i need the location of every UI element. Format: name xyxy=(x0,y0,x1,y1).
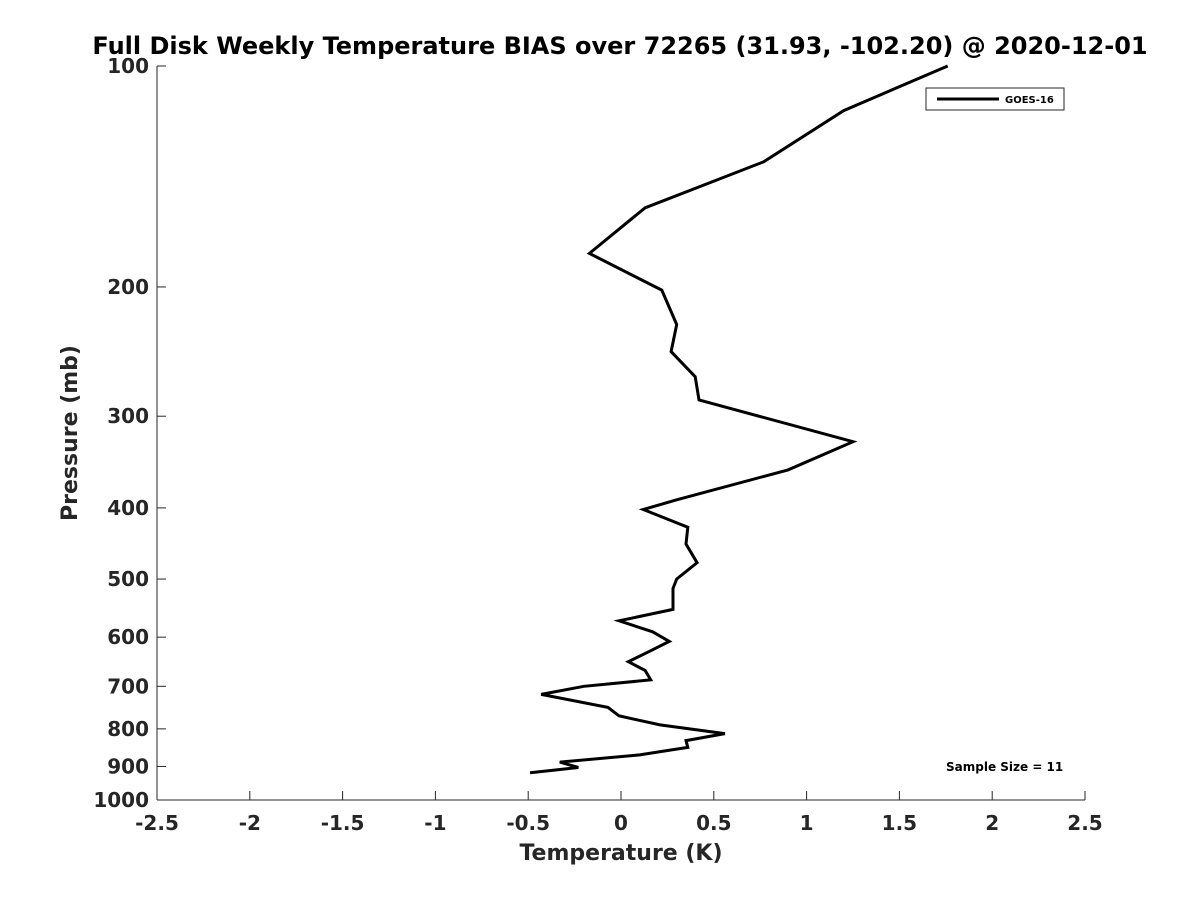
x-tick-label: -2.5 xyxy=(135,811,179,835)
y-tick-label: 500 xyxy=(107,567,149,591)
y-tick-label: 1000 xyxy=(93,788,149,812)
legend: GOES-16 xyxy=(925,87,1065,111)
y-axis-label: Pressure (mb) xyxy=(58,345,83,521)
y-tick-label: 600 xyxy=(107,625,149,649)
x-axis-ticks: -2.5 -2 -1.5 -1 -0.5 0 0.5 1 1.5 2 2.5 xyxy=(135,791,1103,835)
legend-label: GOES-16 xyxy=(1005,95,1054,106)
x-tick-label: 2.5 xyxy=(1067,811,1102,835)
y-tick-label: 200 xyxy=(107,275,149,299)
x-tick-label: 0 xyxy=(614,811,628,835)
x-axis-label: Temperature (K) xyxy=(519,841,722,866)
x-tick-label: 0.5 xyxy=(696,811,731,835)
y-tick-label: 800 xyxy=(107,717,149,741)
y-axis-ticks: 100 200 300 400 500 600 700 800 900 1000 xyxy=(93,54,166,812)
x-tick-label: -1.5 xyxy=(321,811,365,835)
x-tick-label: 2 xyxy=(985,811,999,835)
x-tick-label: 1.5 xyxy=(882,811,917,835)
x-tick-label: 1 xyxy=(800,811,814,835)
y-tick-label: 100 xyxy=(107,54,149,78)
plot-area xyxy=(156,66,1085,801)
y-tick-label: 300 xyxy=(107,404,149,428)
y-tick-label: 700 xyxy=(107,674,149,698)
x-tick-label: -2 xyxy=(239,811,261,835)
x-tick-label: -0.5 xyxy=(506,811,550,835)
chart-title: Full Disk Weekly Temperature BIAS over 7… xyxy=(92,32,1147,60)
series-line-goes-16 xyxy=(529,64,949,775)
x-tick-label: -1 xyxy=(424,811,446,835)
y-tick-label: 900 xyxy=(107,754,149,778)
sample-size-annotation: Sample Size = 11 xyxy=(946,760,1063,774)
y-tick-label: 400 xyxy=(107,496,149,520)
